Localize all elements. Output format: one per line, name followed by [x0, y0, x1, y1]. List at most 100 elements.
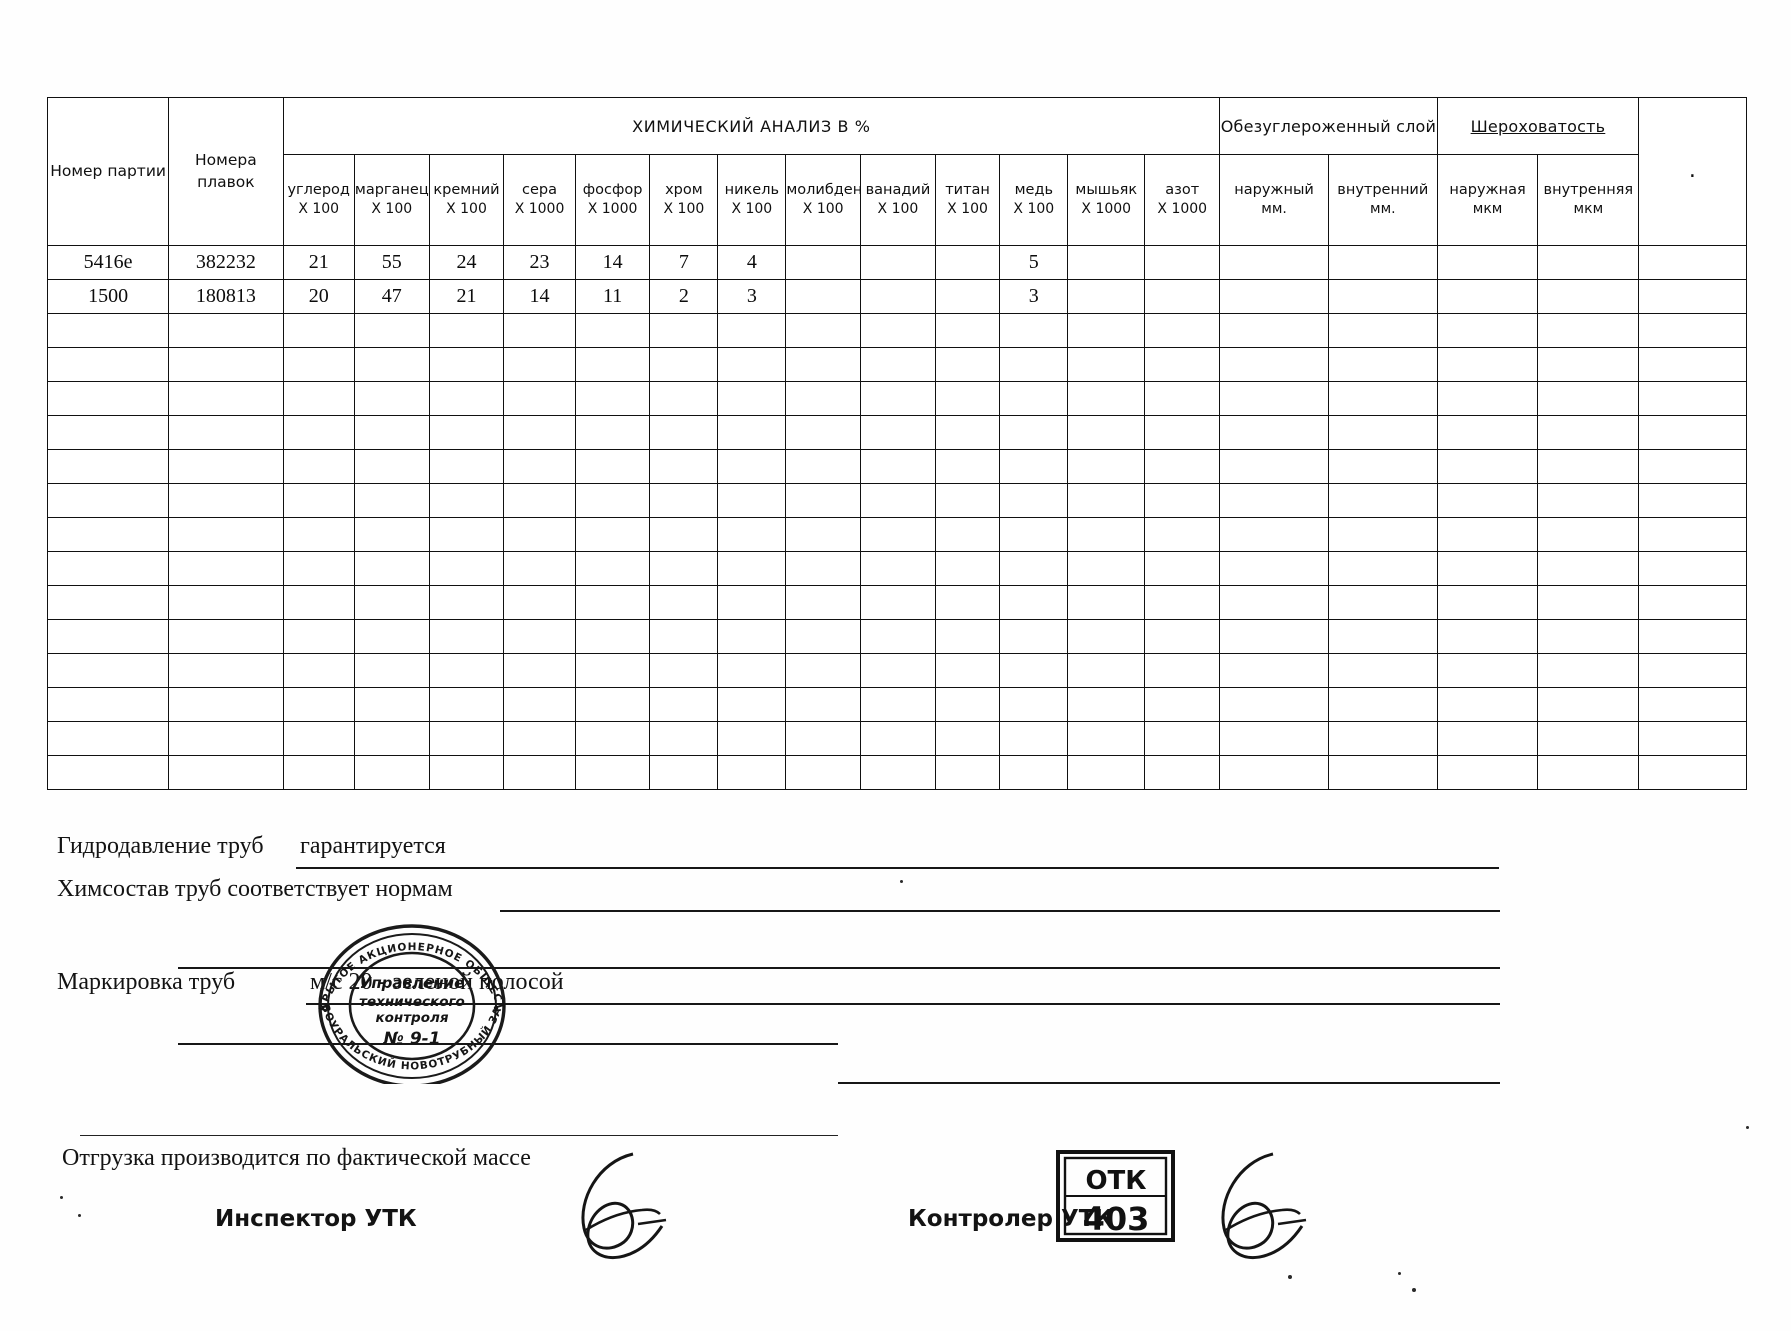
table-cell-vanadium	[860, 449, 936, 484]
column-header-titanium-label: титан	[945, 181, 990, 198]
table-cell-copper: 3	[999, 279, 1069, 314]
table-cell-batch_no	[46, 517, 170, 552]
table-row: 5416е 382232 21 55 24 23 14 7 4 5	[46, 245, 1747, 280]
table-cell-nickel	[717, 585, 787, 620]
round-stamp-line4: № 9-1	[382, 1029, 440, 1049]
table-cell-nickel: 3	[717, 279, 787, 314]
table-cell-decarb_outer	[1219, 585, 1329, 620]
table-cell-heat_no	[168, 517, 284, 552]
column-header-silicon: кремний Х 100	[428, 154, 505, 246]
table-cell-rough_outer	[1436, 551, 1539, 586]
column-header-nickel: никель Х 100	[717, 154, 787, 246]
table-cell-batch_no	[46, 381, 170, 416]
table-cell-batch_no	[46, 619, 170, 654]
column-header-phosphorus-label: фосфор	[582, 181, 643, 198]
table-cell-rough_inner	[1537, 347, 1640, 382]
table-cell-titanium	[934, 619, 1001, 654]
table-cell-decarb_outer	[1219, 755, 1329, 790]
table-cell-titanium	[934, 449, 1001, 484]
table-cell-vanadium	[860, 313, 936, 348]
table-cell-batch_no	[46, 449, 170, 484]
table-cell-decarb_inner	[1327, 279, 1438, 314]
table-cell-carbon	[282, 755, 355, 790]
table-cell-nickel: 4	[717, 245, 787, 280]
column-header-phosphorus: фосфор Х 1000	[574, 154, 651, 246]
table-cell-phosphorus	[574, 347, 651, 382]
table-cell-phosphorus	[574, 653, 651, 688]
column-header-sulfur-unit: Х 1000	[514, 201, 565, 218]
chemical-analysis-table: Номер партии Номера плавок ХИМИЧЕСКИЙ АН…	[46, 97, 1747, 790]
column-header-decarb-outer-unit: мм.	[1261, 201, 1287, 218]
column-header-carbon-label: углерод	[287, 181, 350, 198]
marking-rule	[306, 1003, 1500, 1005]
table-cell-extra	[1638, 585, 1747, 620]
table-cell-rough_inner	[1537, 619, 1640, 654]
table-cell-phosphorus	[574, 517, 651, 552]
table-cell-phosphorus	[574, 313, 651, 348]
table-cell-nitrogen	[1144, 755, 1221, 790]
table-cell-chromium	[649, 347, 719, 382]
table-cell-phosphorus	[574, 619, 651, 654]
table-cell-silicon	[428, 347, 505, 382]
chemical-analysis-table-wrapper: Номер партии Номера плавок ХИМИЧЕСКИЙ АН…	[46, 97, 1747, 790]
column-header-rough-inner-label: внутренняя	[1543, 181, 1634, 198]
table-cell-vanadium	[860, 381, 936, 416]
table-cell-nitrogen	[1144, 619, 1221, 654]
table-cell-chromium	[649, 313, 719, 348]
table-cell-manganese	[353, 585, 430, 620]
table-cell-arsenic	[1067, 721, 1146, 756]
table-cell-molybdenum	[785, 415, 862, 450]
table-cell-titanium	[934, 755, 1001, 790]
group-header-chemical-analysis: ХИМИЧЕСКИЙ АНАЛИЗ В %	[282, 97, 1221, 155]
table-cell-silicon: 21	[428, 279, 505, 314]
table-cell-sulfur	[503, 313, 576, 348]
table-cell-rough_outer	[1436, 653, 1539, 688]
table-cell-arsenic	[1067, 449, 1146, 484]
table-cell-rough_outer	[1436, 279, 1539, 314]
table-cell-nitrogen	[1144, 415, 1221, 450]
table-cell-extra	[1638, 415, 1747, 450]
table-cell-nickel	[717, 721, 787, 756]
table-cell-carbon	[282, 687, 355, 722]
table-row	[46, 619, 1747, 654]
table-cell-molybdenum	[785, 585, 862, 620]
table-cell-vanadium	[860, 347, 936, 382]
table-body: 5416е 382232 21 55 24 23 14 7 4 5 1500 180813 20 47 21…	[46, 245, 1747, 790]
table-cell-titanium	[934, 585, 1001, 620]
table-cell-rough_outer	[1436, 313, 1539, 348]
table-cell-extra	[1638, 653, 1747, 688]
table-cell-decarb_outer	[1219, 551, 1329, 586]
table-cell-silicon	[428, 415, 505, 450]
scan-speck	[78, 1214, 81, 1217]
table-cell-decarb_outer	[1219, 619, 1329, 654]
table-cell-manganese	[353, 653, 430, 688]
table-cell-extra	[1638, 517, 1747, 552]
table-cell-copper	[999, 347, 1069, 382]
table-cell-manganese: 47	[353, 279, 430, 314]
table-cell-decarb_inner	[1327, 245, 1438, 280]
table-cell-arsenic	[1067, 347, 1146, 382]
table-cell-rough_inner	[1537, 313, 1640, 348]
blank-rule-3	[838, 1082, 1500, 1084]
table-cell-copper	[999, 721, 1069, 756]
table-cell-rough_inner	[1537, 585, 1640, 620]
table-cell-arsenic	[1067, 551, 1146, 586]
table-cell-copper	[999, 415, 1069, 450]
table-cell-arsenic	[1067, 653, 1146, 688]
column-header-rough-outer-label: наружная	[1449, 181, 1526, 198]
table-cell-manganese	[353, 755, 430, 790]
table-cell-chromium	[649, 585, 719, 620]
table-cell-vanadium	[860, 687, 936, 722]
table-cell-decarb_inner	[1327, 313, 1438, 348]
table-cell-silicon	[428, 687, 505, 722]
table-cell-nitrogen	[1144, 245, 1221, 280]
column-header-sulfur-label: сера	[522, 181, 558, 198]
table-cell-silicon	[428, 585, 505, 620]
table-cell-copper	[999, 585, 1069, 620]
table-cell-extra	[1638, 755, 1747, 790]
table-cell-decarb_outer	[1219, 653, 1329, 688]
table-cell-titanium	[934, 279, 1001, 314]
scan-speck	[60, 1196, 63, 1199]
column-header-carbon-unit: Х 100	[298, 201, 340, 218]
